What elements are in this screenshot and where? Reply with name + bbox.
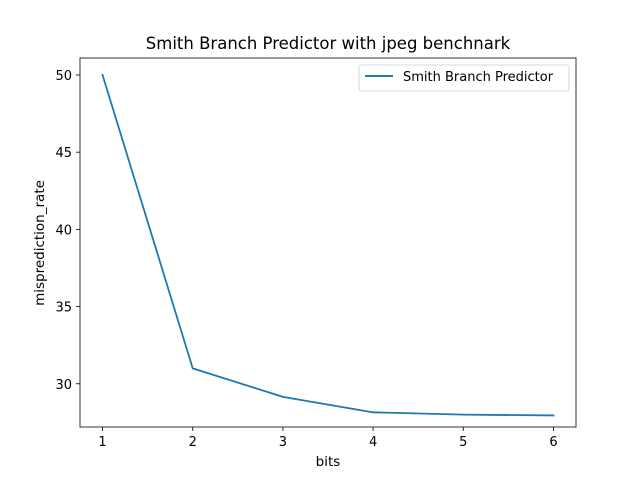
x-tick-label: 6 [549,435,557,450]
series-line [101,73,555,417]
data-point [191,367,194,370]
y-tick-label: 30 [55,378,72,393]
y-axis-label: misprediction_rate [32,180,48,306]
x-tick-label: 5 [459,435,467,450]
data-point [282,395,284,398]
x-tick-label: 3 [279,435,287,450]
x-tick-label: 4 [369,435,377,450]
data-point [372,411,374,414]
legend-box [358,64,570,92]
x-axis-label: bits [316,454,341,470]
x-axis-ticks: 1 2 3 4 5 6 [98,427,558,450]
data-point [462,413,465,416]
x-tick-label: 1 [98,435,106,450]
y-tick-label: 45 [55,146,72,161]
chart-title: Smith Branch Predictor with jpeg benchna… [146,34,511,53]
y-axis-ticks: 30 35 40 45 50 [55,69,80,393]
data-point [552,414,555,417]
y-tick-label: 50 [55,69,72,84]
legend: Smith Branch Predictor [358,64,570,92]
data-point [101,74,104,76]
y-tick-label: 40 [55,223,72,238]
legend-label: Smith Branch Predictor [403,70,554,85]
plot-background [80,58,576,427]
plot-frame [79,57,577,428]
series-layer [101,73,555,417]
x-tick-label: 2 [189,435,197,450]
y-tick-label: 35 [55,301,72,316]
